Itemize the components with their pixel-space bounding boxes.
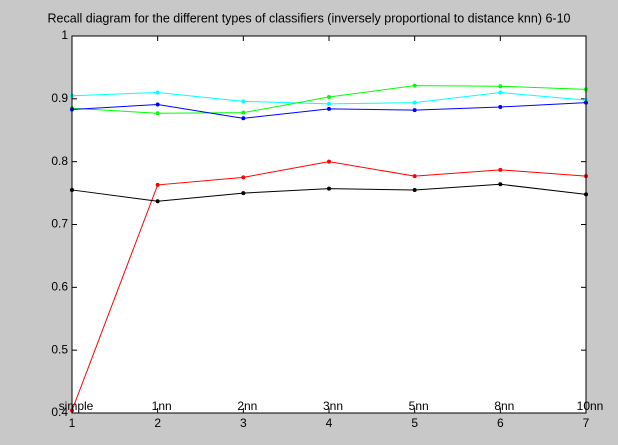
y-tick-label: 1 [61, 28, 68, 42]
point [155, 111, 160, 116]
point [498, 105, 503, 110]
point [327, 101, 331, 106]
point [155, 102, 160, 107]
point [327, 159, 331, 164]
y-tick-label: 0.4 [51, 405, 68, 419]
chart-title: Recall diagram for the different types o… [48, 11, 571, 25]
point [498, 84, 503, 89]
axes-box [71, 35, 587, 414]
y-tick-label: 0.6 [51, 280, 68, 294]
point [155, 90, 160, 95]
point [241, 99, 246, 104]
x-tick-label: 5 [411, 416, 418, 430]
y-tick-label: 0.7 [51, 217, 68, 231]
point-label: 1nn [152, 399, 172, 413]
point [412, 108, 417, 113]
point [412, 187, 417, 192]
point [241, 191, 246, 196]
point-label: 10nn [577, 399, 604, 413]
point [327, 94, 331, 99]
point [155, 182, 160, 187]
point [241, 175, 246, 180]
point [498, 90, 503, 95]
point [155, 199, 160, 204]
point-label: 8nn [494, 399, 514, 413]
x-tick-label: 3 [240, 416, 247, 430]
point-label: 2nn [237, 399, 257, 413]
point-label: simple [59, 399, 94, 413]
point [412, 174, 417, 179]
point-label: 5nn [409, 399, 429, 413]
y-tick-label: 0.8 [51, 154, 68, 168]
x-tick-label: 7 [583, 416, 590, 430]
x-tick-label: 6 [497, 416, 504, 430]
y-tick-label: 0.5 [51, 342, 68, 356]
point [498, 167, 503, 172]
point [241, 110, 246, 115]
point [412, 83, 417, 88]
x-tick-label: 1 [69, 416, 76, 430]
point-label: 3nn [323, 399, 343, 413]
point [327, 106, 331, 111]
point [327, 186, 331, 191]
point [241, 116, 246, 121]
point [498, 182, 503, 187]
x-tick-label: 4 [326, 416, 333, 430]
x-tick-label: 2 [154, 416, 161, 430]
point [412, 100, 417, 105]
y-tick-label: 0.9 [51, 91, 68, 105]
